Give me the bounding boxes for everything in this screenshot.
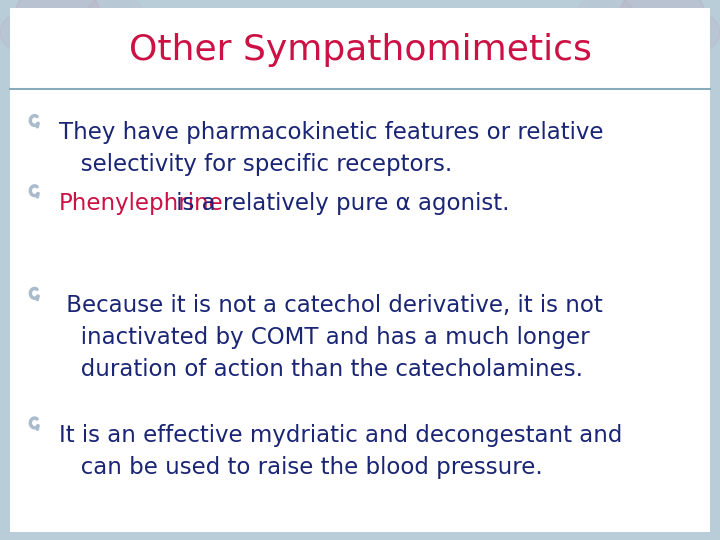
Circle shape [14, 0, 101, 49]
Text: They have pharmacokinetic features or relative
   selectivity for specific recep: They have pharmacokinetic features or re… [59, 122, 603, 177]
Text: Because it is not a catechol derivative, it is not
   inactivated by COMT and ha: Because it is not a catechol derivative,… [59, 294, 603, 381]
Circle shape [619, 0, 706, 49]
Circle shape [576, 0, 634, 38]
Text: It is an effective mydriatic and decongestant and
   can be used to raise the bl: It is an effective mydriatic and deconge… [59, 424, 622, 479]
Circle shape [0, 11, 58, 54]
Circle shape [662, 11, 720, 54]
Text: Phenylephrine: Phenylephrine [59, 192, 224, 215]
Circle shape [612, 11, 655, 43]
Text: is a relatively pure α agonist.: is a relatively pure α agonist. [169, 192, 510, 215]
Text: Other Sympathomimetics: Other Sympathomimetics [129, 33, 591, 66]
Circle shape [86, 0, 144, 38]
Circle shape [65, 11, 108, 43]
